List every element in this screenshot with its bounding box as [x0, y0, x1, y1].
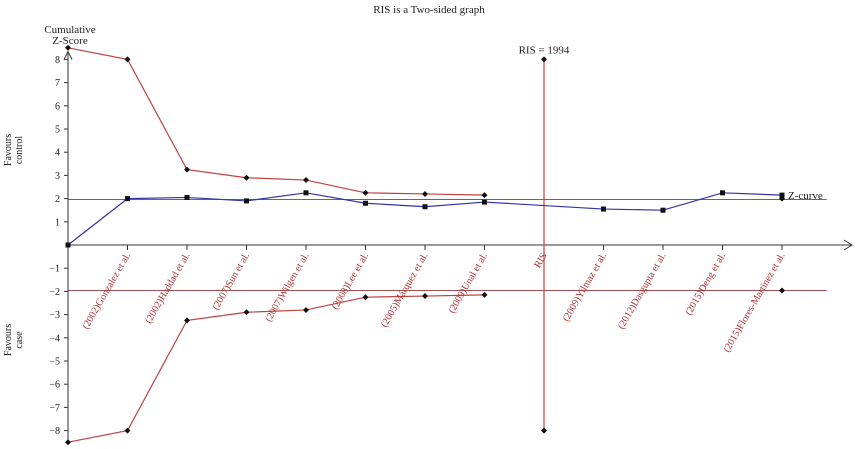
- favours-control-line2: control: [14, 136, 25, 165]
- series-line-upper-boundary: [67, 47, 485, 196]
- boundary-point: [303, 306, 309, 313]
- favours-case-line2: case: [14, 331, 25, 349]
- boundary-point: [184, 317, 190, 324]
- study-label: RIS: [532, 251, 549, 270]
- study-label: (2012)Dasgupta et al.: [616, 251, 669, 331]
- favours-control-label: Favours control: [3, 134, 25, 166]
- y-axis-label-line2: Z-Score: [52, 35, 88, 47]
- z-curve-point: [482, 199, 487, 205]
- boundary-point: [779, 195, 785, 202]
- y-tick-label: −2: [49, 287, 60, 298]
- boundary-point: [65, 439, 71, 446]
- axes: [63, 50, 853, 445]
- y-tick-label: −1: [49, 264, 60, 275]
- y-tick-label: 1: [55, 217, 60, 228]
- boundary-point: [779, 287, 785, 294]
- study-label: (2002)Gonzalez et al.: [80, 251, 133, 331]
- y-tick-label: 5: [55, 125, 60, 136]
- boundary-point: [184, 166, 190, 173]
- boundary-point: [481, 291, 488, 298]
- series-line-z-curve: [67, 192, 783, 246]
- study-label: (2009)Yilmaz et al.: [561, 251, 609, 324]
- study-label: (2007)Sun et al.: [210, 251, 252, 312]
- y-tick-label: −4: [49, 333, 60, 344]
- ris-top-marker: [541, 56, 547, 63]
- y-tick-label: −7: [49, 403, 60, 414]
- series: [65, 44, 785, 446]
- study-label: (2002)Haddad et al.: [143, 251, 192, 326]
- series-line-lower-boundary: [67, 294, 485, 443]
- boundary-point: [422, 190, 428, 197]
- study-label: (2015)Flores-Martinez et al.: [722, 251, 788, 354]
- x-axis-arrow: [843, 239, 853, 251]
- z-curve-point: [184, 194, 190, 200]
- ris-line-group: RIS = 1994: [519, 44, 570, 434]
- favours-case-label: Favours case: [3, 324, 25, 356]
- boundary-point: [124, 56, 131, 63]
- ris-bottom-marker: [541, 427, 547, 434]
- z-curve-point: [660, 207, 666, 213]
- z-curve-point: [65, 242, 71, 248]
- z-curve-point: [422, 204, 428, 210]
- boundary-point: [243, 174, 250, 181]
- y-ticks: −8 −7 −6 −5 −4 −3 −2 −1 1 2 3 4 5 6 7 8: [49, 55, 68, 437]
- z-curve-point: [601, 206, 606, 212]
- y-tick-label: 2: [55, 194, 60, 205]
- z-curve-point: [720, 190, 725, 196]
- y-tick-label: 4: [55, 148, 60, 159]
- boundary-point: [124, 427, 131, 434]
- study-label: (2009)Unal et al.: [447, 251, 491, 315]
- study-label: (2008)Lee et al.: [330, 251, 371, 312]
- boundary-point: [362, 294, 369, 301]
- chart-title: RIS is a Two-sided graph: [373, 4, 485, 16]
- boundary-point: [362, 189, 369, 196]
- y-tick-label: −3: [49, 310, 60, 321]
- y-tick-label: 8: [55, 55, 60, 66]
- z-curve-point: [363, 200, 368, 206]
- z-curve-point: [779, 192, 785, 198]
- study-label: (2015)Deng et al.: [683, 251, 728, 317]
- y-tick-label: −6: [49, 380, 60, 391]
- z-curve-point: [244, 198, 249, 204]
- y-axis-arrow: [63, 50, 73, 60]
- boundary-point: [243, 309, 250, 316]
- y-tick-label: 6: [55, 101, 60, 112]
- y-axis-label-line1: Cumulative: [44, 24, 95, 36]
- boundary-point: [481, 192, 488, 199]
- y-tick-label: −8: [49, 426, 60, 437]
- boundary-point: [65, 44, 71, 51]
- boundary-point: [422, 293, 428, 300]
- y-tick-label: −5: [49, 357, 60, 368]
- x-ticks: [127, 245, 783, 250]
- favours-case-line1: Favours: [3, 324, 14, 356]
- y-tick-label: 7: [55, 78, 60, 89]
- favours-control-line1: Favours: [3, 134, 14, 166]
- z-curve-label: Z-curve: [788, 190, 823, 202]
- z-curve-point: [303, 190, 309, 196]
- boundary-point: [303, 177, 309, 184]
- y-tick-label: 3: [55, 171, 60, 182]
- study-label: (2007)Wilgen et al.: [263, 251, 311, 324]
- study-labels: (2002)Gonzalez et al. (2002)Haddad et al.…: [80, 251, 787, 354]
- z-curve-point: [125, 196, 130, 202]
- ris-label: RIS = 1994: [519, 44, 570, 56]
